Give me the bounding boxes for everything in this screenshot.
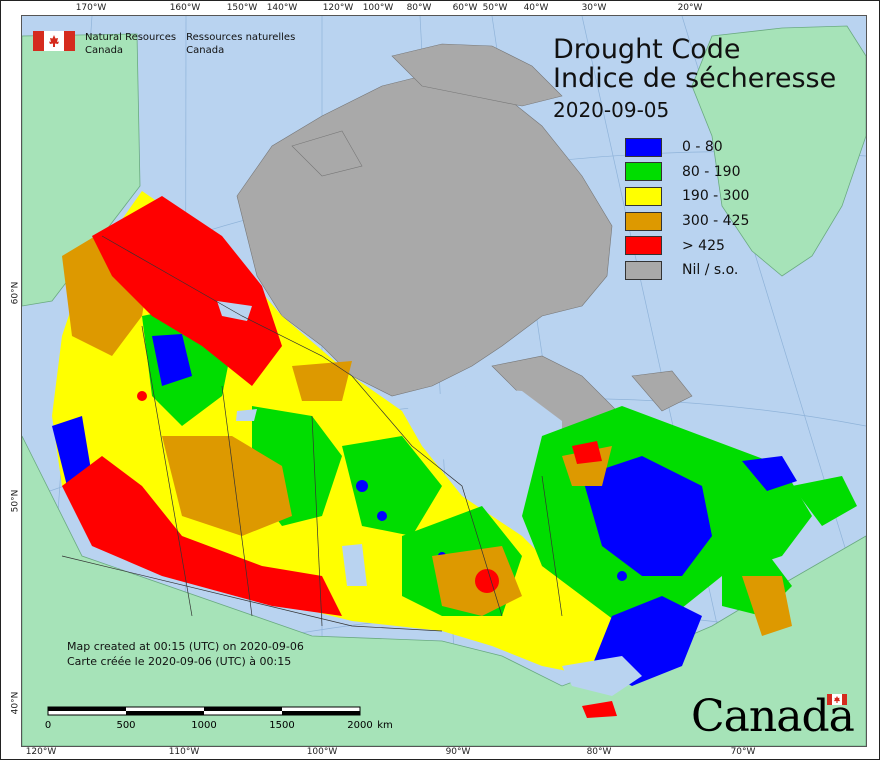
greenland-landmass [691, 25, 866, 277]
drought-code-map [21, 15, 867, 747]
scale-tick: 2000 [347, 720, 373, 731]
nrcan-en-line2: Canada [85, 45, 124, 56]
lon-tick-top: 160°W [169, 3, 201, 13]
drought-class-300-425 [62, 226, 792, 636]
lon-tick-top: 170°W [75, 3, 107, 13]
legend-swatch [625, 186, 662, 206]
legend-swatch [625, 162, 662, 182]
drought-class-0-80 [52, 334, 797, 686]
map-title: Drought Code Indice de sécheresse 2020-0… [553, 35, 836, 125]
legend-item: Nil / s.o. [625, 258, 749, 283]
legend-label: 190 - 300 [682, 188, 750, 205]
lakes [217, 301, 642, 696]
scale-tick: 1500 [269, 720, 295, 731]
nrcan-fr-line2: Canada [186, 45, 225, 56]
map-credits: Map created at 00:15 (UTC) on 2020-09-06… [67, 639, 304, 669]
scale-tick: 0 [44, 720, 52, 731]
legend-swatch [625, 137, 662, 157]
arctic-nodata-area [236, 43, 693, 472]
lon-tick-top: 40°W [523, 3, 549, 13]
scale-unit: km [377, 720, 393, 731]
legend-item: > 425 [625, 233, 749, 258]
lon-tick-bottom: 90°W [445, 747, 471, 757]
nrcan-french: Ressources naturelles Canada [186, 31, 295, 57]
nrcan-fr-line1: Ressources naturelles [186, 32, 296, 43]
boundaries [61, 235, 563, 632]
title-french: Indice de sécheresse [553, 63, 837, 94]
legend-item: 80 - 190 [625, 160, 749, 185]
nrcan-signature: Natural Resources Canada Ressources natu… [33, 31, 295, 57]
lat-tick-left: 50°N [10, 489, 21, 513]
map-canvas [22, 16, 866, 746]
wordmark-flag-icon [827, 694, 847, 705]
legend-label: > 425 [682, 237, 725, 254]
lon-tick-top: 150°W [226, 3, 258, 13]
legend-swatch [625, 236, 662, 256]
lon-tick-top: 140°W [266, 3, 298, 13]
nrcan-en-line1: Natural Resources [85, 32, 177, 43]
lon-tick-bottom: 110°W [168, 747, 200, 757]
lon-tick-bottom: 100°W [306, 747, 338, 757]
legend-swatch [625, 260, 662, 280]
canada-flag-icon [33, 31, 75, 51]
legend-item: 190 - 300 [625, 184, 749, 209]
legend-label: 300 - 425 [682, 213, 750, 230]
legend-label: 0 - 80 [682, 139, 723, 156]
legend-item: 0 - 80 [625, 135, 749, 160]
title-date: 2020-09-05 [553, 98, 670, 122]
lon-tick-top: 120°W [322, 3, 354, 13]
legend-label: Nil / s.o. [682, 262, 739, 279]
scale-tick: 500 [116, 720, 136, 731]
legend-swatch [625, 211, 662, 231]
hudson-bay [407, 386, 562, 476]
drought-class-over-425 [62, 196, 617, 718]
credits-english: Map created at 00:15 (UTC) on 2020-09-06 [67, 640, 304, 653]
lon-tick-top: 30°W [581, 3, 607, 13]
lat-tick-left: 40°N [10, 691, 21, 715]
credits-french: Carte créée le 2020-09-06 (UTC) à 00:15 [67, 655, 292, 668]
lon-tick-top: 50°W [482, 3, 508, 13]
lon-tick-bottom: 80°W [586, 747, 612, 757]
lon-tick-top: 20°W [677, 3, 703, 13]
lon-tick-top: 60°W [452, 3, 478, 13]
legend: 0 - 80 80 - 190 190 - 300 300 - 425 > 42… [625, 135, 749, 283]
lon-tick-bottom: 120°W [25, 747, 57, 757]
lon-tick-top: 80°W [406, 3, 432, 13]
legend-item: 300 - 425 [625, 209, 749, 234]
lon-tick-bottom: 70°W [730, 747, 756, 757]
lat-tick-left: 60°N [10, 281, 21, 305]
scale-bar-graphic [47, 706, 361, 716]
nrcan-english: Natural Resources Canada [85, 31, 176, 57]
legend-label: 80 - 190 [682, 163, 741, 180]
scale-tick: 1000 [191, 720, 217, 731]
lon-tick-top: 100°W [362, 3, 394, 13]
title-english: Drought Code [553, 34, 741, 65]
